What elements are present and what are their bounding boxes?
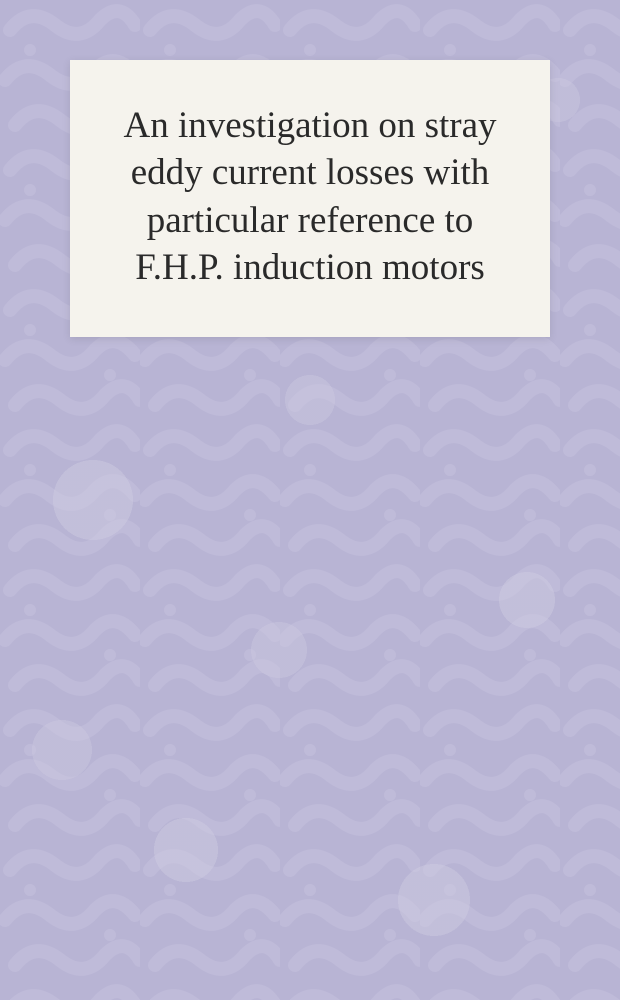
document-title: An investigation on stray eddy current l… (106, 102, 514, 291)
title-card: An investigation on stray eddy current l… (70, 60, 550, 337)
